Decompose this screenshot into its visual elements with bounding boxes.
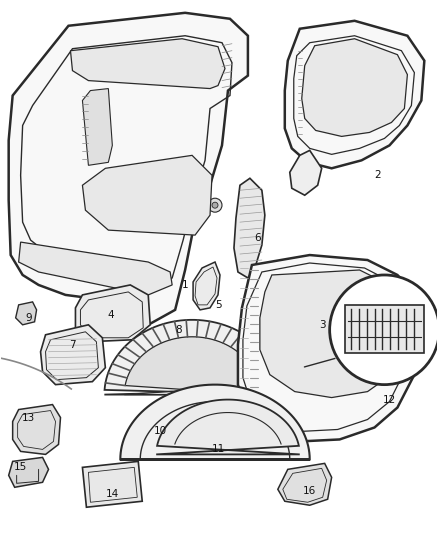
- Text: 12: 12: [383, 394, 396, 405]
- FancyBboxPatch shape: [345, 305, 424, 353]
- Text: 7: 7: [69, 340, 76, 350]
- Text: 2: 2: [374, 170, 381, 180]
- Circle shape: [384, 115, 396, 126]
- Polygon shape: [290, 150, 321, 195]
- Polygon shape: [75, 285, 150, 342]
- Polygon shape: [238, 255, 421, 441]
- Polygon shape: [302, 39, 407, 136]
- Text: 10: 10: [154, 426, 167, 437]
- Polygon shape: [9, 13, 248, 325]
- Polygon shape: [41, 325, 106, 385]
- Polygon shape: [268, 430, 295, 455]
- Polygon shape: [13, 405, 60, 455]
- Polygon shape: [104, 320, 280, 394]
- Circle shape: [95, 324, 102, 332]
- Polygon shape: [156, 400, 300, 455]
- Text: 6: 6: [254, 233, 261, 243]
- Polygon shape: [71, 39, 225, 88]
- Text: 8: 8: [175, 325, 181, 335]
- Polygon shape: [19, 242, 172, 295]
- Polygon shape: [82, 462, 142, 507]
- Text: 14: 14: [106, 489, 119, 499]
- Circle shape: [212, 202, 218, 208]
- Polygon shape: [120, 385, 310, 459]
- Text: 15: 15: [14, 462, 27, 472]
- Text: 13: 13: [22, 413, 35, 423]
- Text: 3: 3: [319, 320, 326, 330]
- Text: 4: 4: [107, 310, 113, 320]
- Polygon shape: [193, 262, 220, 310]
- Circle shape: [308, 402, 332, 426]
- Circle shape: [208, 198, 222, 212]
- Polygon shape: [234, 178, 265, 278]
- Text: 11: 11: [212, 445, 225, 455]
- Polygon shape: [285, 21, 424, 168]
- Polygon shape: [9, 457, 49, 487]
- Polygon shape: [82, 155, 212, 235]
- Text: 16: 16: [303, 486, 316, 496]
- Text: 1: 1: [182, 280, 188, 290]
- Polygon shape: [124, 337, 260, 394]
- Text: 9: 9: [25, 313, 32, 323]
- Circle shape: [330, 275, 438, 385]
- Polygon shape: [260, 270, 404, 398]
- Circle shape: [59, 368, 67, 376]
- Polygon shape: [82, 88, 112, 165]
- Circle shape: [117, 328, 124, 336]
- Circle shape: [77, 366, 85, 374]
- Polygon shape: [278, 463, 332, 505]
- Polygon shape: [16, 302, 37, 325]
- Text: 5: 5: [215, 300, 221, 310]
- Circle shape: [314, 409, 326, 421]
